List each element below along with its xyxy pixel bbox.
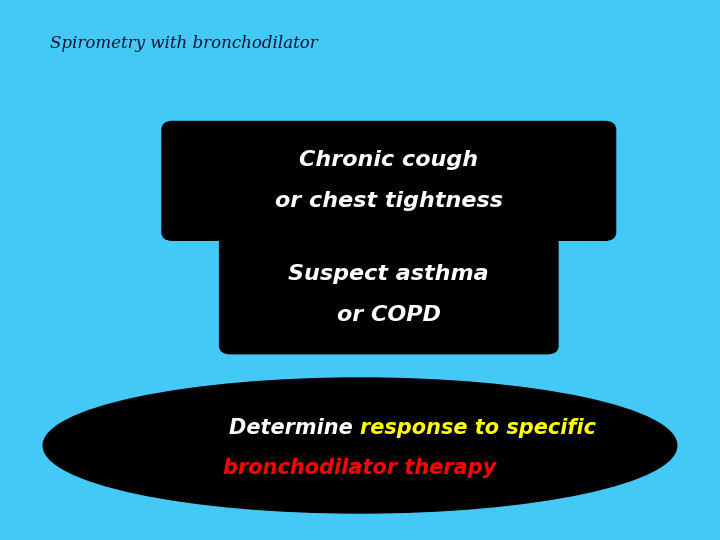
Ellipse shape [43,378,677,513]
Text: bronchodilator therapy: bronchodilator therapy [223,458,497,478]
FancyBboxPatch shape [162,122,616,240]
Text: Chronic cough: Chronic cough [300,150,478,171]
Text: or COPD: or COPD [337,305,441,325]
Text: response to specific: response to specific [360,418,596,438]
Text: or chest tightness: or chest tightness [275,191,503,212]
Text: Suspect asthma: Suspect asthma [289,264,489,284]
FancyBboxPatch shape [220,235,558,354]
Text: Determine: Determine [229,418,360,438]
Text: Spirometry with bronchodilator: Spirometry with bronchodilator [50,35,318,52]
